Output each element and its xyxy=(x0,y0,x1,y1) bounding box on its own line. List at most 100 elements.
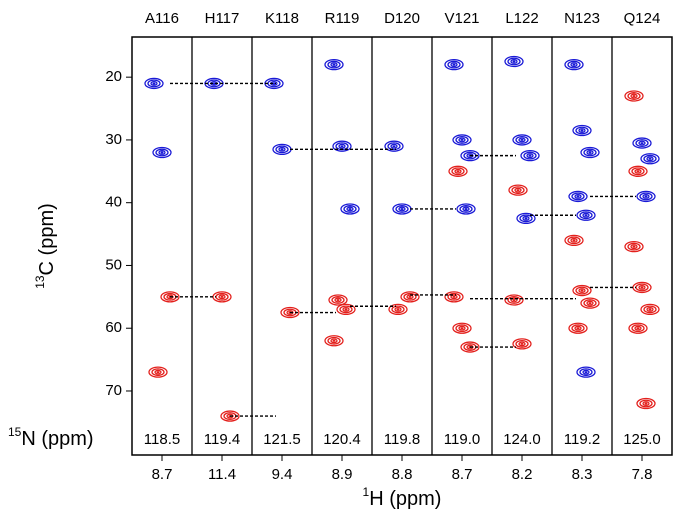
contour-core xyxy=(512,298,516,301)
h1-value: 8.8 xyxy=(392,466,413,483)
n15-value: 119.8 xyxy=(384,431,420,448)
strip-label: V121 xyxy=(444,10,479,27)
contour xyxy=(458,137,466,143)
contour-core xyxy=(636,327,640,330)
n15-value: 120.4 xyxy=(323,431,361,448)
peak xyxy=(580,297,600,309)
n15-label: 15N (ppm) xyxy=(8,425,94,450)
contour xyxy=(332,140,352,152)
contour xyxy=(574,193,582,199)
contour-core xyxy=(408,295,412,298)
contour xyxy=(575,126,589,135)
contour xyxy=(526,153,534,159)
contour-core xyxy=(648,308,652,311)
contour-core xyxy=(348,207,352,210)
contour xyxy=(630,244,638,250)
peak xyxy=(328,294,348,306)
contour xyxy=(516,212,536,225)
peak xyxy=(636,397,656,410)
contour xyxy=(578,128,586,133)
contour xyxy=(583,148,597,157)
y-tick-label: 40 xyxy=(105,194,122,211)
strip-label: R119 xyxy=(325,10,360,27)
contour xyxy=(636,190,656,203)
contour-core xyxy=(340,145,344,148)
contour xyxy=(447,60,461,69)
contour xyxy=(330,338,338,344)
strip-label: D120 xyxy=(384,10,420,27)
y-axis-label: 13C (ppm) xyxy=(33,203,58,289)
contour-core xyxy=(580,129,584,132)
contour xyxy=(567,60,581,69)
peak xyxy=(628,322,648,334)
contour xyxy=(331,296,345,304)
contour-core xyxy=(280,148,284,151)
contour xyxy=(582,212,590,218)
contour xyxy=(628,165,648,177)
peak xyxy=(568,322,588,334)
contour xyxy=(448,165,468,177)
contour xyxy=(580,297,600,309)
peak xyxy=(152,146,172,159)
peak xyxy=(444,291,464,303)
contour-core xyxy=(152,82,156,85)
contour xyxy=(327,336,341,345)
contour xyxy=(151,368,165,377)
contour xyxy=(568,322,588,334)
contour xyxy=(635,139,649,148)
contour-core xyxy=(636,170,640,173)
contour-core xyxy=(220,295,224,298)
contour xyxy=(627,92,641,100)
peak xyxy=(640,303,660,316)
contour xyxy=(144,77,164,90)
contour xyxy=(387,142,401,151)
x-axis-label-text: H (ppm) xyxy=(369,488,441,510)
contour-core xyxy=(580,289,584,292)
contour xyxy=(339,305,353,314)
h1-value: 8.9 xyxy=(332,466,353,483)
contour xyxy=(342,306,350,312)
contour xyxy=(564,58,584,71)
n15-value: 119.2 xyxy=(564,431,600,448)
contour xyxy=(634,325,642,331)
contour xyxy=(384,140,404,152)
contour xyxy=(507,57,521,66)
contour xyxy=(512,338,532,350)
contour xyxy=(275,145,289,154)
contour xyxy=(583,299,597,308)
plot-frame xyxy=(131,36,673,456)
contour xyxy=(455,135,469,144)
contour xyxy=(582,369,590,375)
contour-core xyxy=(524,217,528,220)
contour xyxy=(634,168,642,174)
contour-core xyxy=(528,154,532,157)
contour xyxy=(518,341,526,347)
peak xyxy=(452,134,472,146)
contour-core xyxy=(332,339,336,342)
contour xyxy=(522,215,530,221)
peak xyxy=(576,366,596,378)
contour xyxy=(338,143,346,149)
contour-core xyxy=(588,151,592,154)
contour-core xyxy=(588,302,592,305)
contour xyxy=(572,124,592,137)
contour xyxy=(571,324,585,333)
contour xyxy=(334,297,342,303)
contour-core xyxy=(640,286,644,289)
contour xyxy=(336,303,356,316)
peak xyxy=(512,338,532,350)
peak xyxy=(324,58,344,71)
contour-core xyxy=(464,207,468,210)
contour xyxy=(572,284,592,297)
contour xyxy=(640,153,660,165)
peak xyxy=(448,165,468,177)
h1-value: 7.8 xyxy=(632,466,653,483)
contour xyxy=(568,190,588,203)
peak xyxy=(504,294,524,306)
contour-core xyxy=(632,245,636,248)
n15-value: 125.0 xyxy=(623,431,661,448)
contour xyxy=(586,150,594,155)
contour xyxy=(571,192,585,201)
peak xyxy=(336,303,356,316)
contour xyxy=(160,291,180,303)
